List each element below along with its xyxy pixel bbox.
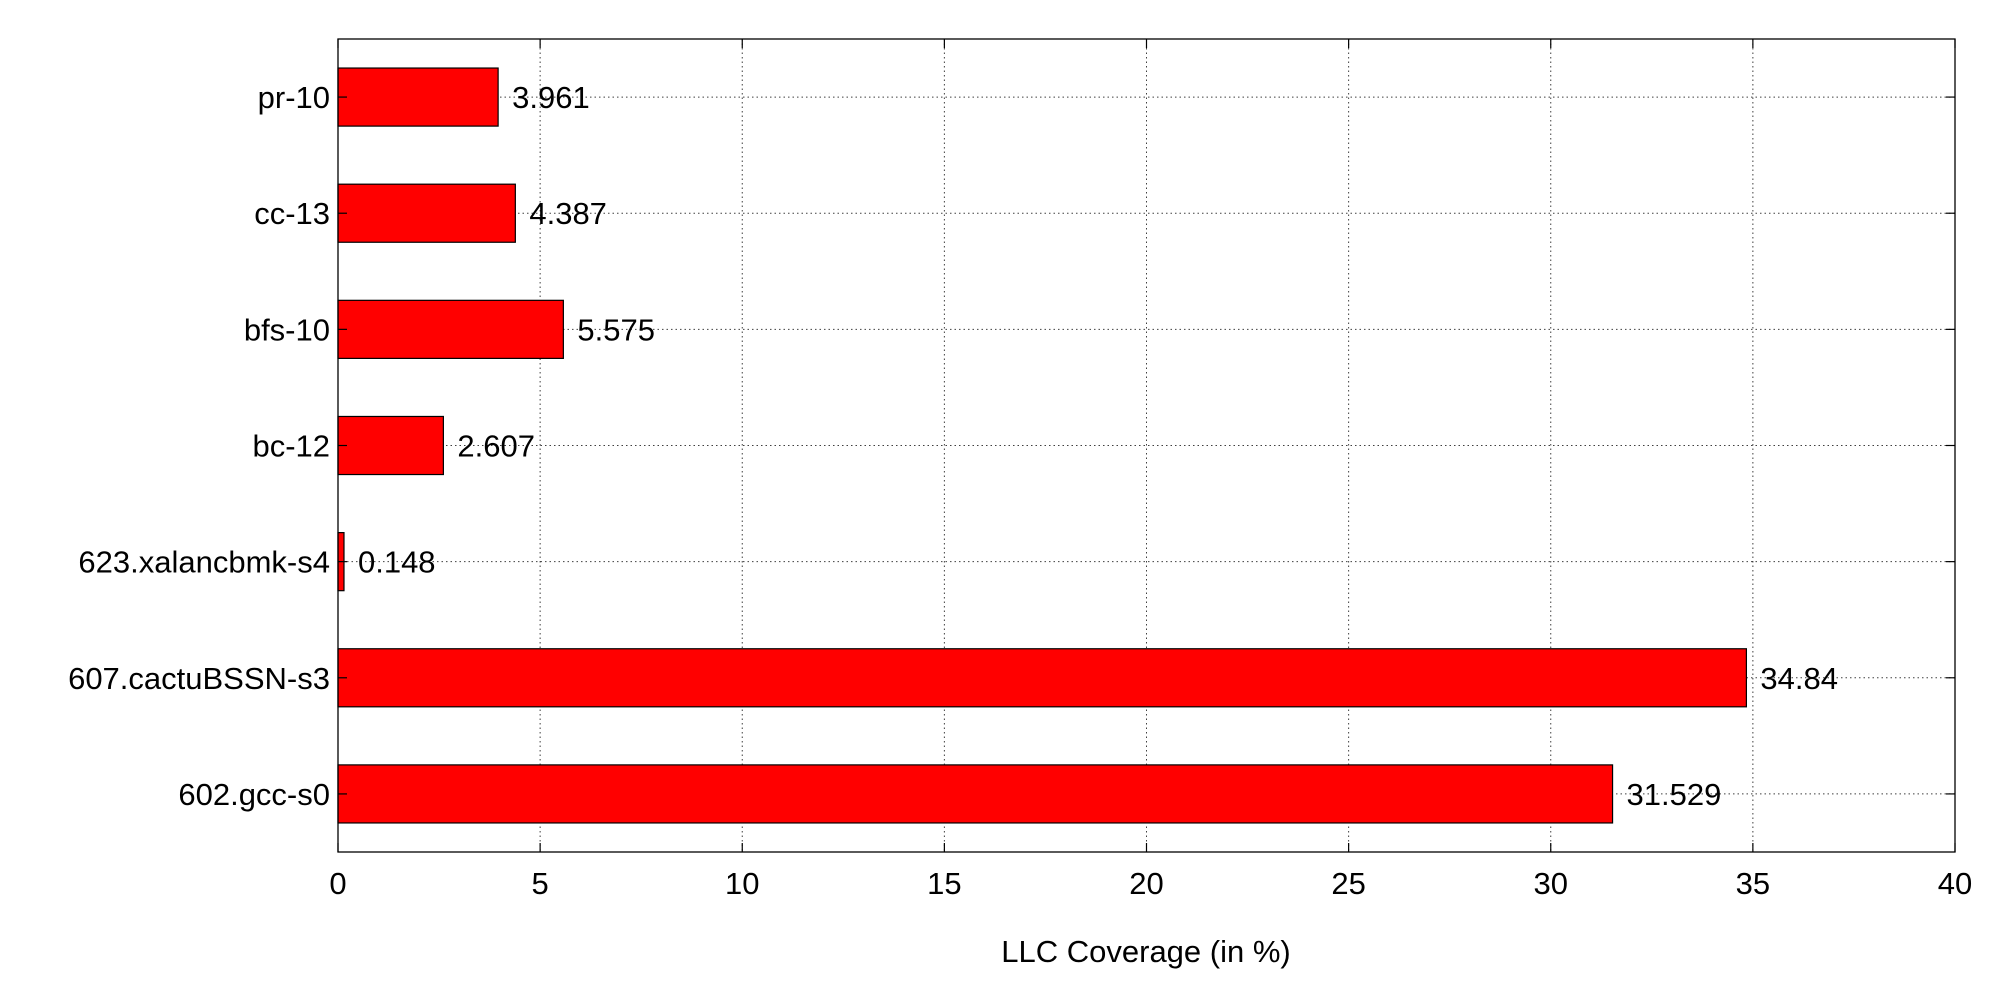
y-tick-label: 602.gcc-s0 — [178, 777, 330, 812]
y-tick-label: bc-12 — [252, 429, 330, 464]
x-tick-label: 15 — [927, 866, 961, 901]
x-tick-label: 30 — [1534, 866, 1568, 901]
y-tick-label: 623.xalancbmk-s4 — [78, 545, 330, 580]
bar — [337, 415, 444, 476]
x-tick-label: 5 — [532, 866, 549, 901]
x-tick-label: 25 — [1331, 866, 1365, 901]
bar-value-label: 0.148 — [358, 545, 436, 580]
bar-value-label: 31.529 — [1627, 777, 1722, 812]
grid-lines — [338, 39, 1955, 852]
bar — [337, 648, 1748, 708]
tick-marks — [337, 39, 1956, 852]
x-tick-label: 35 — [1736, 866, 1770, 901]
bar-value-label: 5.575 — [577, 312, 655, 347]
bar-value-label: 3.961 — [512, 80, 590, 115]
bar-value-label: 2.607 — [457, 429, 535, 464]
bar-value-label: 34.84 — [1760, 661, 1838, 696]
bar — [337, 299, 564, 359]
bar — [337, 183, 516, 243]
x-tick-label: 20 — [1129, 866, 1163, 901]
x-axis-label: LLC Coverage (in %) — [1001, 934, 1290, 969]
bar — [337, 764, 1614, 824]
x-tick-label: 0 — [329, 866, 346, 901]
x-tick-label: 10 — [725, 866, 759, 901]
labels: 0 5 10 15 20 25 30 35 40 602.gcc-s0 31.529 607.cact… — [68, 80, 1972, 901]
y-tick-label: pr-10 — [258, 80, 330, 115]
y-tick-label: 607.cactuBSSN-s3 — [68, 661, 330, 696]
bar-value-label: 4.387 — [529, 196, 607, 231]
bar — [337, 67, 499, 127]
x-tick-label: 40 — [1938, 866, 1972, 901]
y-tick-label: bfs-10 — [244, 312, 330, 347]
y-tick-label: cc-13 — [254, 196, 330, 231]
bars — [337, 67, 1748, 824]
